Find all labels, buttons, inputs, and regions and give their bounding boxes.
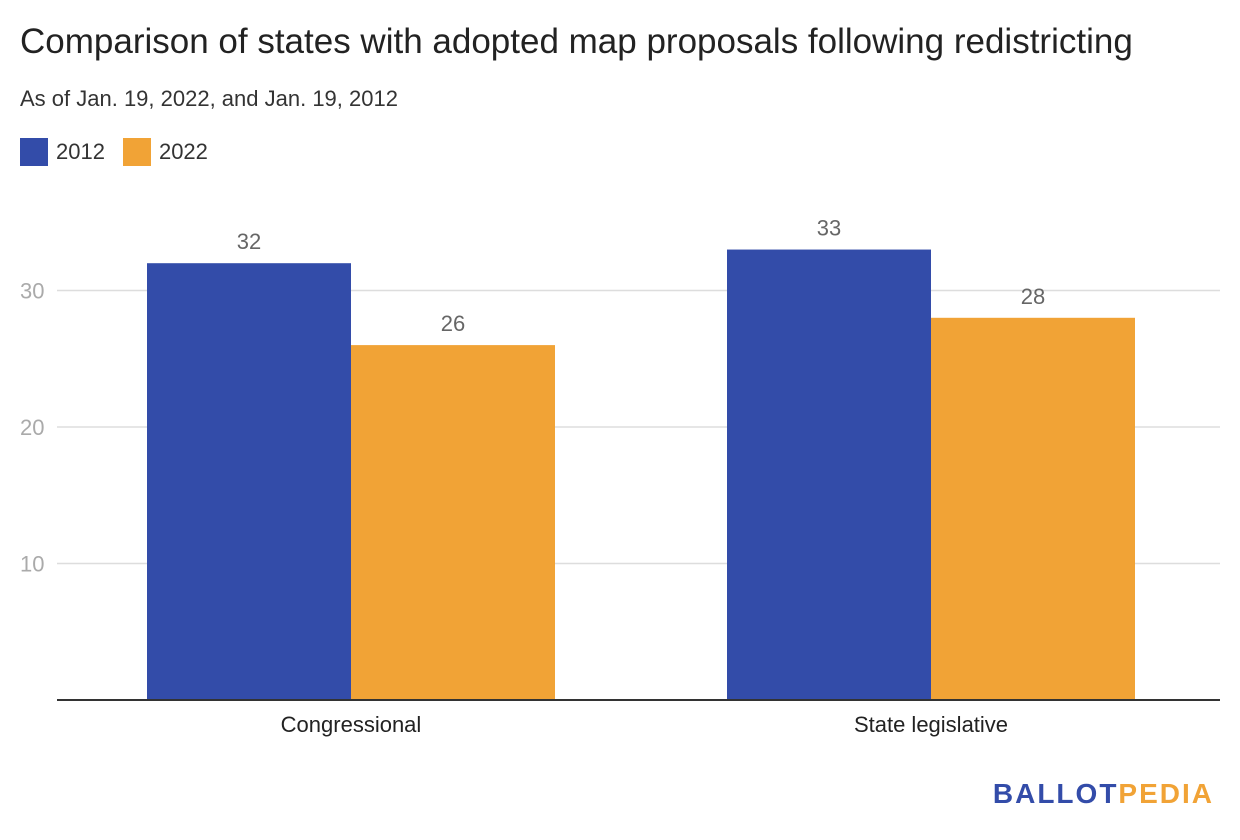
bar-congressional-2022 <box>351 345 555 700</box>
x-tick-label-state-legislative: State legislative <box>854 712 1008 737</box>
legend-swatch-2012 <box>20 138 48 166</box>
data-label-state-legislative-2012: 33 <box>817 216 841 241</box>
logo-part-pedia: PEDIA <box>1118 778 1214 809</box>
bar-state-legislative-2022 <box>931 317 1135 700</box>
data-label-congressional-2012: 32 <box>237 229 261 254</box>
y-tick-label-30: 30 <box>20 279 44 304</box>
chart-title: Comparison of states with adopted map pr… <box>20 22 1133 61</box>
data-label-state-legislative-2022: 28 <box>1021 284 1045 309</box>
bar-congressional-2012 <box>147 263 351 700</box>
chart-subtitle: As of Jan. 19, 2022, and Jan. 19, 2012 <box>20 86 398 111</box>
y-tick-label-20: 20 <box>20 415 44 440</box>
legend-item-2022: 2022 <box>122 138 208 166</box>
x-tick-label-congressional: Congressional <box>281 712 422 737</box>
legend-swatch-2022 <box>122 138 151 166</box>
legend-item-2012: 2012 <box>20 138 105 166</box>
legend-label-2012: 2012 <box>56 139 105 164</box>
bar-state-legislative-2012 <box>727 249 931 701</box>
logo-part-ballot: BALLOT <box>992 778 1119 809</box>
data-label-congressional-2022: 26 <box>441 311 465 336</box>
ballotpedia-logo: BALLOTPEDIA <box>993 778 1214 810</box>
legend-label-2022: 2022 <box>158 139 208 164</box>
legend: 2012 2022 <box>20 138 226 166</box>
y-tick-label-10: 10 <box>20 552 44 577</box>
